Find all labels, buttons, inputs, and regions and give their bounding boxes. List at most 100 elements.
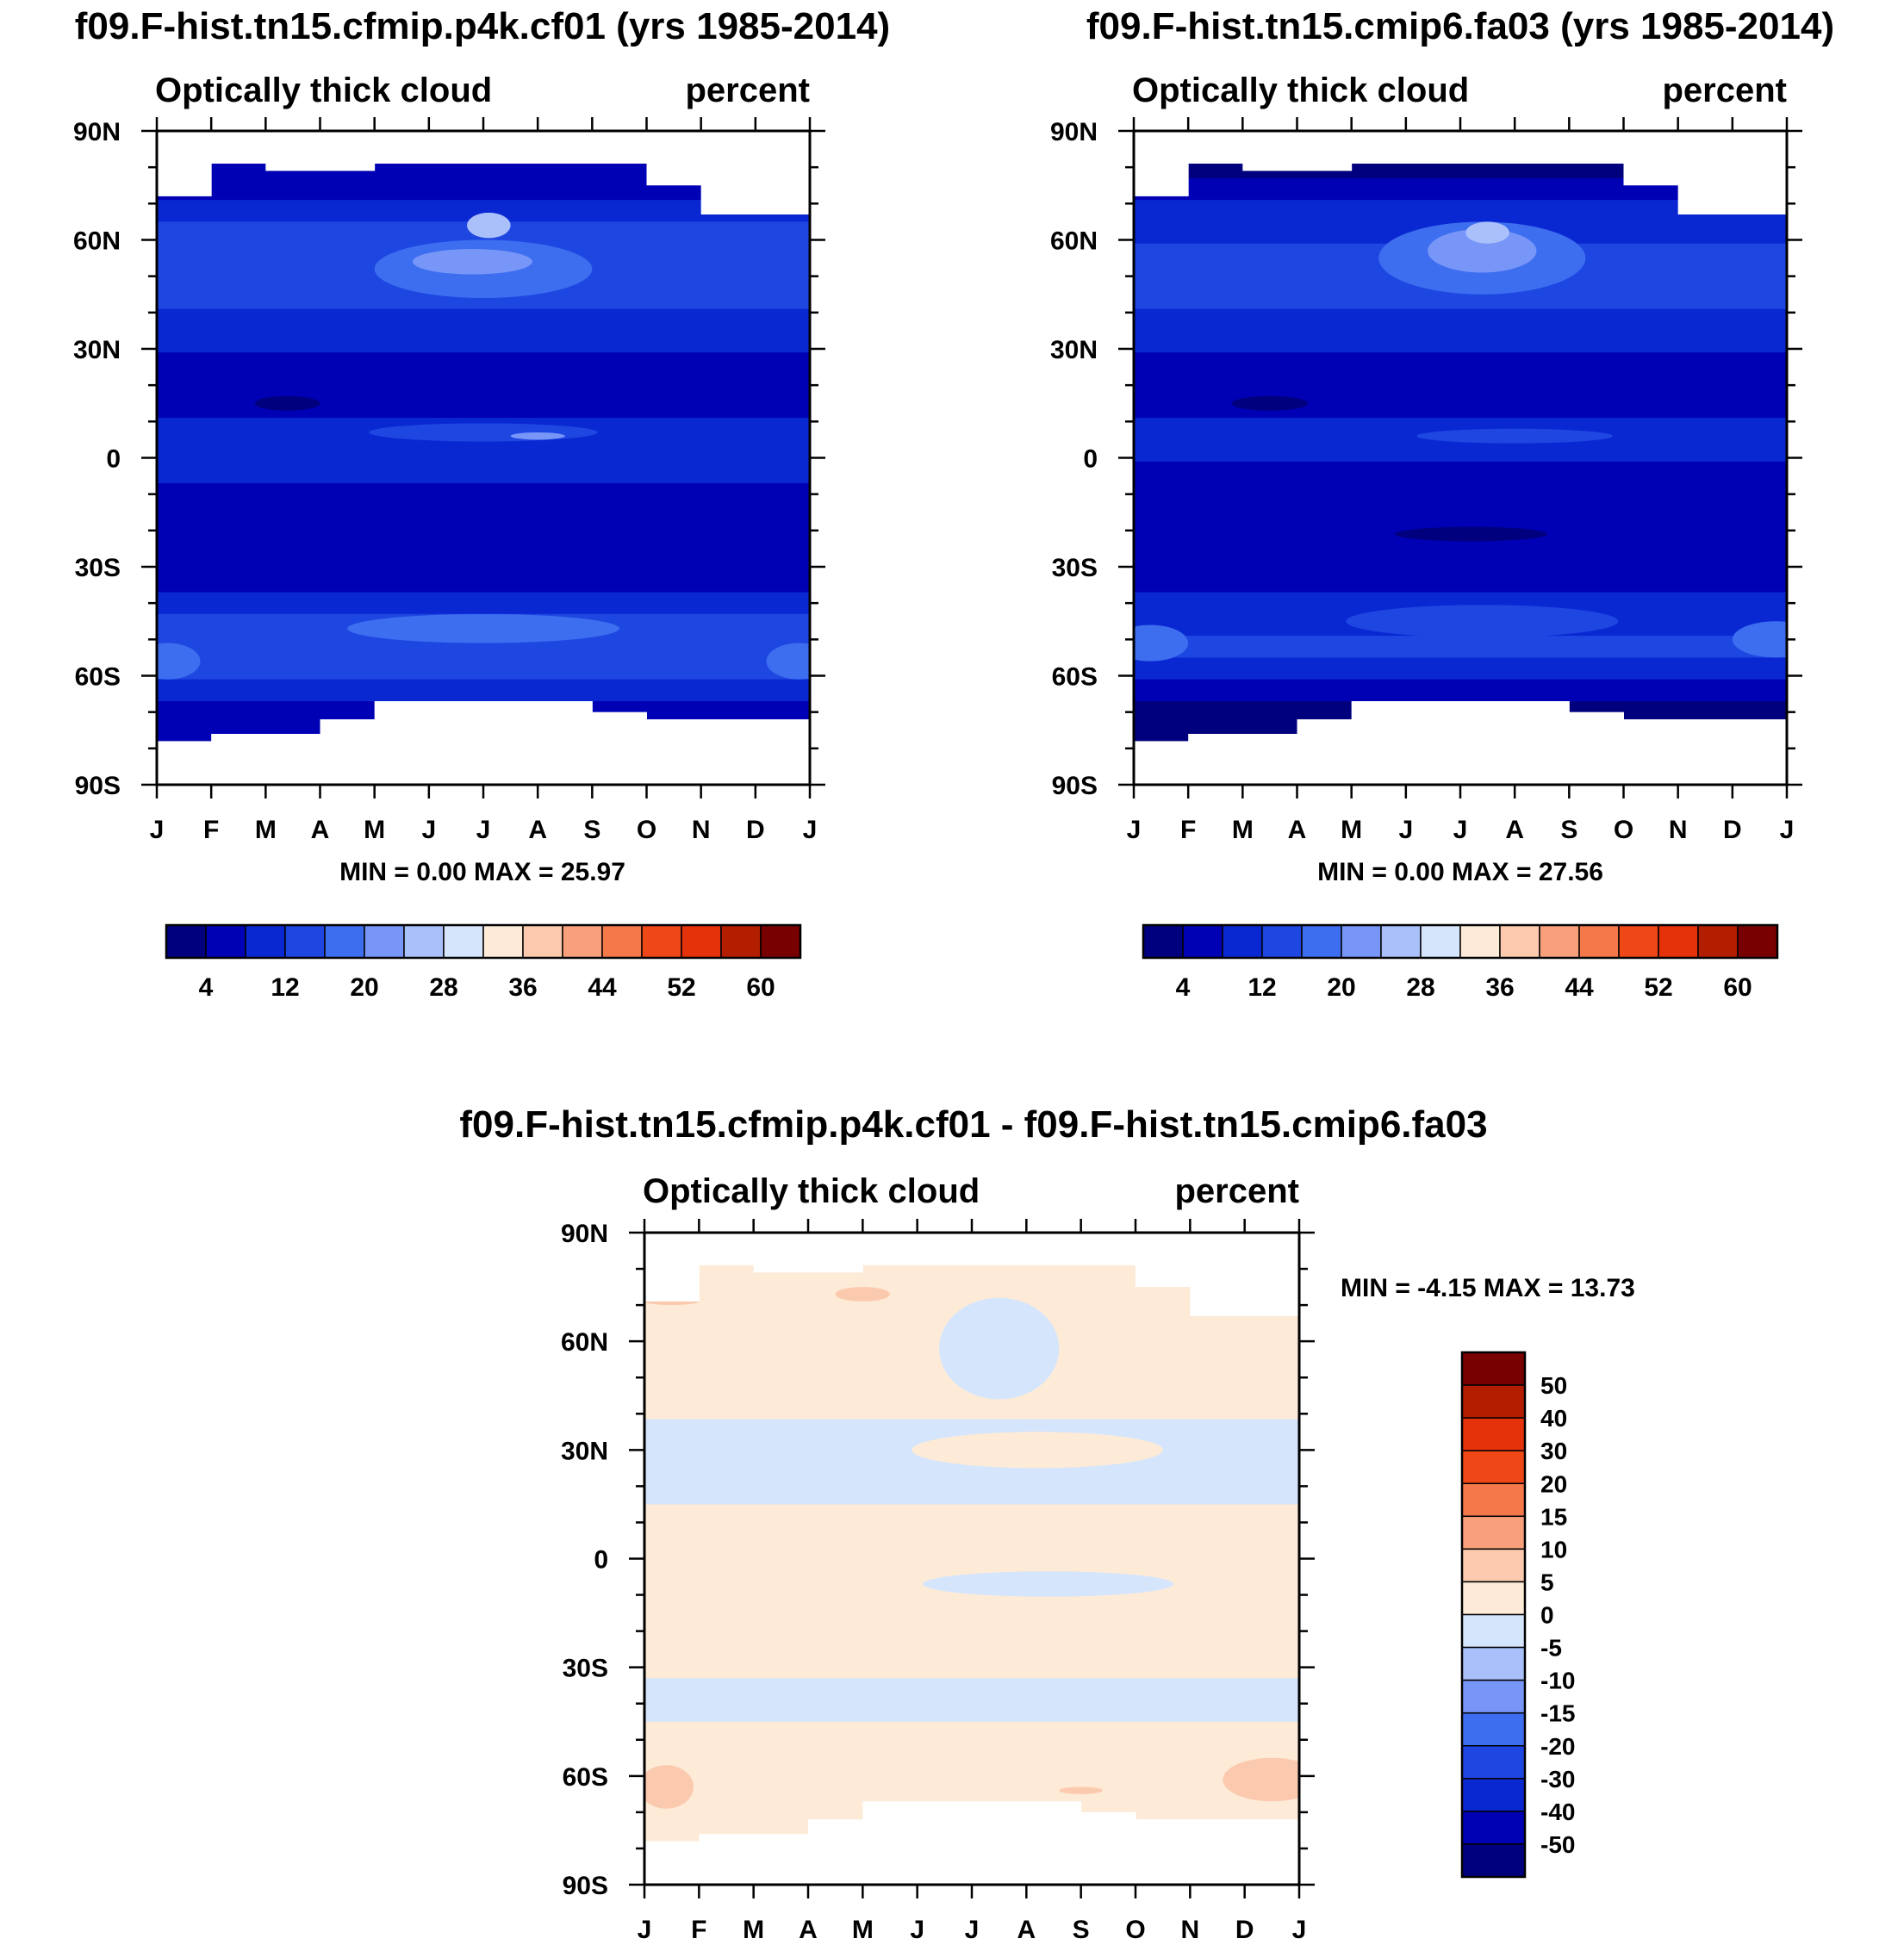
contour-band (644, 1634, 1299, 1657)
colorbar-swatch (681, 924, 722, 959)
x-tick-label: O (1125, 1916, 1145, 1944)
colorbar-swatch (324, 924, 365, 959)
colorbar-label: 10 (1540, 1536, 1567, 1563)
contour-band (157, 308, 810, 332)
chart-subtitle-left: Optically thick cloud (643, 1172, 980, 1210)
colorbar-frame (1142, 923, 1779, 960)
contour-band (157, 548, 810, 571)
contour-region (1416, 428, 1613, 444)
colorbar-swatch (720, 924, 762, 959)
colorbar-label: 0 (1540, 1602, 1554, 1629)
colorbar-swatch (1420, 924, 1461, 959)
missing-data-region (808, 1819, 863, 1885)
contour-band (1134, 636, 1787, 658)
contour-band (644, 1482, 1299, 1505)
contour-band (1134, 570, 1787, 593)
y-tick-label: 90S (1052, 772, 1098, 800)
x-tick-label: D (746, 816, 765, 844)
y-tick-label: 60S (75, 663, 121, 692)
contour-region (835, 1287, 890, 1302)
colorbar-label: 15 (1540, 1503, 1567, 1530)
missing-data-region (1351, 701, 1570, 785)
colorbar-swatch (1222, 924, 1263, 959)
contour-region (157, 643, 201, 680)
colorbar-label: -20 (1540, 1733, 1575, 1760)
colorbar-label: 20 (1540, 1470, 1567, 1497)
contour-band (1134, 461, 1787, 484)
y-tick-label: 30N (1050, 336, 1098, 364)
x-tick-label: S (583, 816, 600, 844)
colorbar-swatch (205, 924, 246, 959)
contour-band (1134, 352, 1787, 376)
colorbar-swatch (403, 924, 445, 959)
colorbar-label: 28 (429, 973, 457, 1002)
chart-subtitle-right: percent (686, 71, 811, 109)
x-tick-label: J (1398, 816, 1413, 844)
x-tick-label: A (799, 1916, 818, 1944)
contour-region (1732, 621, 1787, 658)
missing-data-region (1188, 131, 1243, 164)
x-tick-label: N (1180, 1916, 1199, 1944)
missing-data-region (157, 131, 212, 196)
colorbar-swatch (1461, 1843, 1526, 1878)
missing-data-region (157, 741, 212, 785)
contour-region (1428, 228, 1537, 273)
colorbar-swatch (1461, 1613, 1526, 1649)
colorbar-swatch (641, 924, 682, 959)
missing-data-region (1134, 741, 1189, 785)
chart-panel-2: 90N 60N 30N 0 30S 60S 90S J F M A M J J A S O N D Jf09.F-hi… (1050, 5, 1834, 1002)
x-tick-label: O (1614, 816, 1633, 844)
x-tick-label: F (691, 1916, 706, 1944)
x-tick-label: A (528, 816, 547, 844)
missing-data-region (374, 131, 647, 164)
missing-data-region (646, 131, 702, 186)
y-tick-label: 90N (561, 1220, 608, 1248)
missing-data-region (699, 1233, 755, 1265)
contour-band (644, 1678, 1299, 1701)
contour-band (157, 374, 810, 397)
colorbar: 4 12 20 28 36 44 52 60 (165, 923, 802, 1002)
colorbar-label: -5 (1540, 1635, 1562, 1662)
contour-band (644, 1699, 1299, 1723)
colorbar-swatch (482, 924, 524, 959)
contour-band (157, 483, 810, 506)
chart-subtitle-right: percent (1175, 1172, 1300, 1210)
contour-region (347, 613, 619, 643)
colorbar-swatch (601, 924, 643, 959)
missing-data-region (1351, 131, 1624, 164)
x-tick-label: M (1232, 816, 1254, 844)
contour-band (644, 1419, 1299, 1440)
colorbar-swatch (1461, 1384, 1526, 1419)
y-tick-label: 0 (106, 445, 121, 474)
contour-band (644, 1656, 1299, 1679)
y-tick-label: 60N (73, 227, 121, 256)
colorbar-label: 44 (588, 973, 617, 1002)
contour-band (1134, 505, 1787, 528)
colorbar-swatch (1737, 924, 1778, 959)
colorbar-swatch (1461, 1646, 1526, 1681)
x-tick-label: J (638, 1916, 652, 1944)
colorbar-label: 52 (667, 973, 695, 1002)
chart-panel-1: 90N 60N 30N 0 30S 60S 90S J F M A M J J A S O N D Jf09.F-hi… (73, 5, 890, 1002)
contour-band (157, 505, 810, 528)
x-tick-label: J (1292, 1916, 1307, 1944)
colorbar-swatch (1142, 924, 1184, 959)
chart-title: f09.F-hist.tn15.cmip6.fa03 (yrs 1985-201… (1086, 5, 1834, 47)
contour-region (766, 643, 810, 680)
plot-area (644, 1233, 1299, 1885)
contour-region (1465, 221, 1509, 244)
y-tick-label: 90S (563, 1872, 608, 1900)
x-tick-label: A (1505, 816, 1524, 844)
missing-data-region (644, 1841, 700, 1885)
chart-subtitle-left: Optically thick cloud (1132, 71, 1469, 109)
y-tick-label: 60S (1052, 663, 1098, 692)
missing-data-region (644, 1233, 700, 1302)
contour-band (644, 1591, 1299, 1614)
contour-region (1134, 624, 1189, 662)
colorbar-label: -10 (1540, 1668, 1575, 1694)
colorbar-swatch (1182, 924, 1223, 959)
contour-band (1134, 679, 1787, 702)
colorbar-swatch (1461, 1712, 1526, 1747)
colorbar-frame (1460, 1351, 1527, 1879)
